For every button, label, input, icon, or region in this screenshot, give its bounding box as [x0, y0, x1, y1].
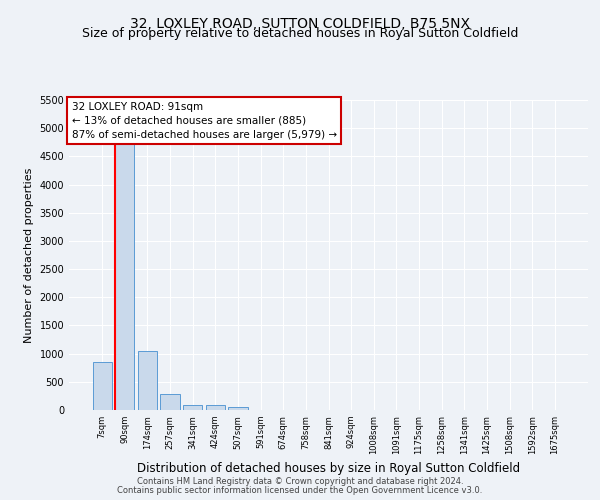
Text: Size of property relative to detached houses in Royal Sutton Coldfield: Size of property relative to detached ho… — [82, 28, 518, 40]
Text: Contains public sector information licensed under the Open Government Licence v3: Contains public sector information licen… — [118, 486, 482, 495]
Bar — [229, 406, 248, 410]
Y-axis label: Number of detached properties: Number of detached properties — [24, 168, 34, 342]
Bar — [206, 406, 225, 410]
Text: 32, LOXLEY ROAD, SUTTON COLDFIELD, B75 5NX: 32, LOXLEY ROAD, SUTTON COLDFIELD, B75 5… — [130, 18, 470, 32]
Bar — [138, 351, 157, 410]
Bar — [160, 394, 180, 410]
Bar — [92, 362, 112, 410]
Text: Contains HM Land Registry data © Crown copyright and database right 2024.: Contains HM Land Registry data © Crown c… — [137, 477, 463, 486]
Bar — [183, 405, 202, 410]
X-axis label: Distribution of detached houses by size in Royal Sutton Coldfield: Distribution of detached houses by size … — [137, 462, 520, 475]
Text: 32 LOXLEY ROAD: 91sqm
← 13% of detached houses are smaller (885)
87% of semi-det: 32 LOXLEY ROAD: 91sqm ← 13% of detached … — [71, 102, 337, 140]
Bar — [115, 142, 134, 410]
